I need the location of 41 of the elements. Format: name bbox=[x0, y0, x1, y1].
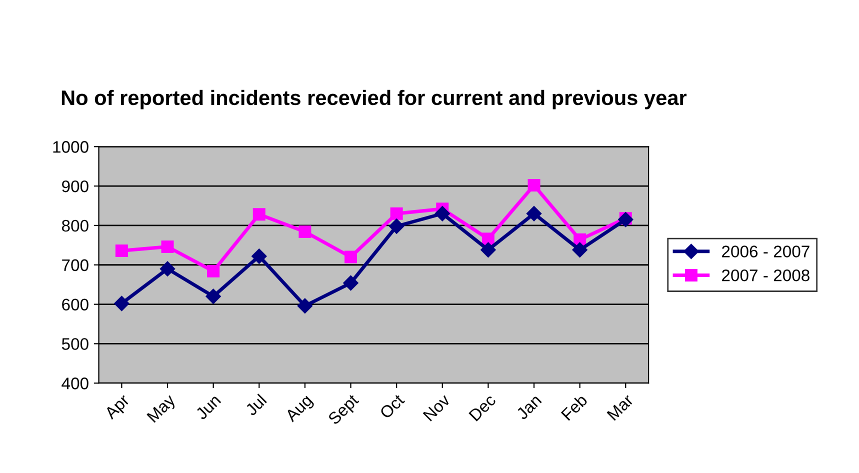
x-tick-label: Mar bbox=[606, 393, 634, 421]
point bbox=[434, 206, 450, 222]
x-tick-label: Nov bbox=[422, 393, 451, 422]
x-tick-label: Feb bbox=[560, 393, 588, 421]
point bbox=[252, 248, 267, 264]
y-tick-label: 600 bbox=[62, 298, 88, 310]
x-tick-label: Jan bbox=[516, 394, 542, 420]
point bbox=[298, 226, 312, 238]
point bbox=[390, 207, 403, 220]
x-tick-label: Jun bbox=[194, 394, 222, 420]
y-tick-label: 900 bbox=[62, 180, 88, 192]
point bbox=[389, 218, 404, 234]
point bbox=[161, 240, 174, 253]
chart-title: No of reported incidents recevied for current and previous year bbox=[62, 90, 687, 110]
point bbox=[252, 208, 266, 221]
y-tick-label: 500 bbox=[62, 338, 88, 350]
legend-label: 2006 - 2007 bbox=[722, 246, 810, 258]
point bbox=[482, 232, 494, 246]
x-tick-label: Aug bbox=[284, 394, 316, 425]
point bbox=[160, 261, 176, 276]
point bbox=[114, 296, 130, 312]
point bbox=[528, 179, 540, 192]
point bbox=[344, 250, 358, 264]
y-tick-label: 1000 bbox=[53, 141, 88, 153]
x-tick-label: Apr bbox=[104, 393, 132, 422]
point bbox=[480, 242, 496, 258]
point bbox=[526, 206, 542, 222]
x-tick-label: Oct bbox=[379, 393, 406, 420]
y-tick-label: 800 bbox=[62, 220, 88, 232]
y-tick-label: 400 bbox=[62, 378, 88, 390]
point bbox=[206, 288, 221, 304]
y-tick-label: 700 bbox=[62, 259, 88, 272]
point bbox=[207, 264, 220, 278]
legend-label: 2007 - 2008 bbox=[722, 269, 810, 282]
point bbox=[343, 275, 358, 291]
x-tick-label: May bbox=[146, 393, 178, 426]
x-tick-label: Dec bbox=[468, 394, 497, 422]
x-tick-label: Jul bbox=[244, 394, 267, 416]
point bbox=[572, 242, 588, 258]
point bbox=[297, 298, 313, 314]
point bbox=[115, 244, 128, 257]
